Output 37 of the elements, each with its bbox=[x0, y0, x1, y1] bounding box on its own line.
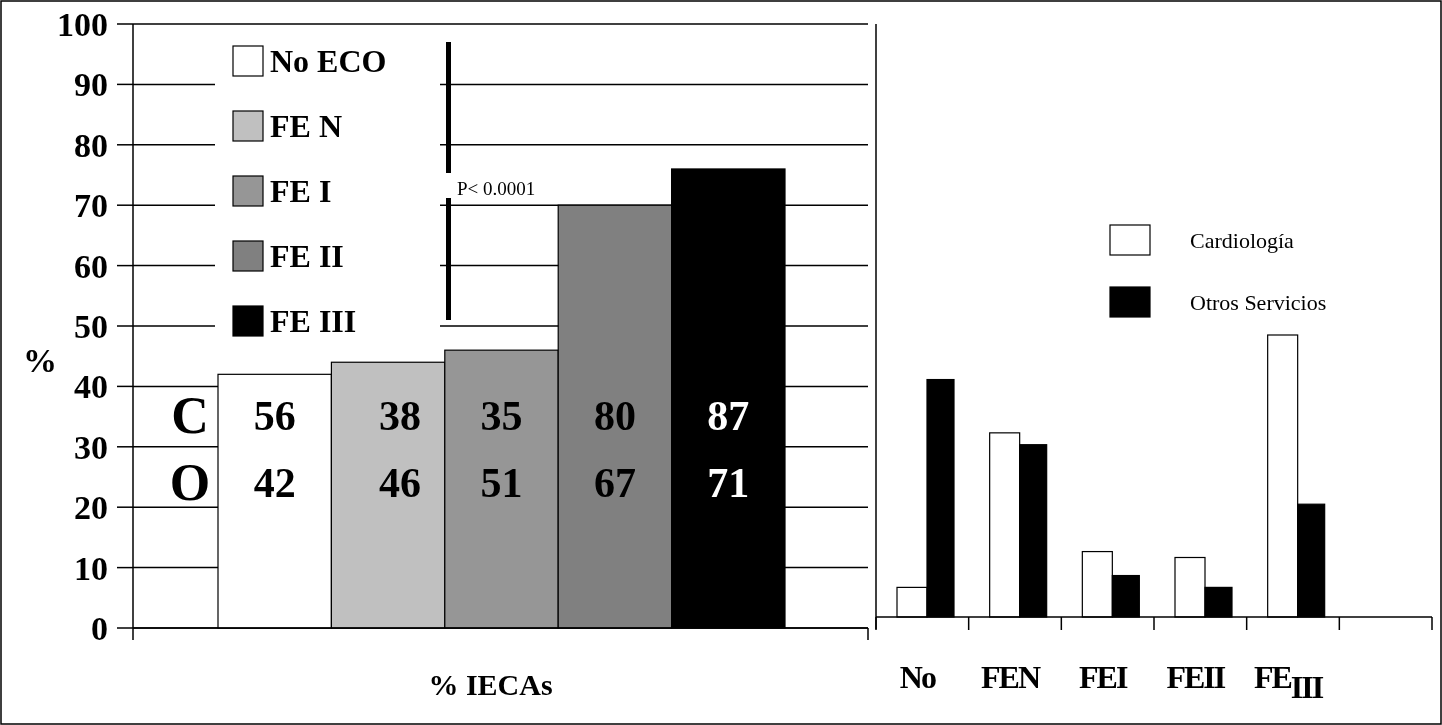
legend-label: FE I bbox=[270, 173, 332, 210]
y-tick-label: 10 bbox=[74, 549, 108, 587]
legend-label: Cardiología bbox=[1190, 227, 1295, 253]
x-tick-label: FEN bbox=[981, 659, 1041, 695]
legend-label: FE N bbox=[270, 108, 342, 145]
y-tick-label: 60 bbox=[74, 247, 108, 285]
annotation: P< 0.0001 bbox=[457, 177, 536, 199]
y-tick-label: 40 bbox=[74, 368, 108, 406]
annotation: 35 bbox=[480, 392, 523, 439]
annotation: 71 bbox=[707, 459, 750, 506]
y-tick-label: 100 bbox=[57, 5, 108, 43]
y-axis-title: % bbox=[23, 342, 57, 379]
y-tick-label: 70 bbox=[74, 187, 108, 225]
annotation: 87 bbox=[707, 392, 750, 439]
y-tick-label: 20 bbox=[74, 489, 108, 527]
annotation: 67 bbox=[593, 459, 636, 506]
annotation: 51 bbox=[480, 459, 523, 506]
annotation: O bbox=[169, 454, 211, 512]
annotation: C bbox=[171, 387, 209, 445]
x-tick-label: No bbox=[899, 659, 936, 695]
annotation: 38 bbox=[379, 392, 422, 439]
legend-label: No ECO bbox=[270, 43, 387, 80]
x-tick-label: FEII bbox=[1166, 659, 1226, 695]
annotation: 46 bbox=[379, 459, 422, 506]
y-tick-label: 30 bbox=[74, 428, 108, 466]
annotation: 56 bbox=[253, 392, 296, 439]
legend-label: FE III bbox=[270, 303, 357, 340]
y-tick-label: 90 bbox=[74, 66, 108, 104]
legend-label: Otros Servicios bbox=[1190, 289, 1327, 315]
annotation: 80 bbox=[593, 392, 636, 439]
y-tick-label: 0 bbox=[91, 609, 108, 647]
x-axis-title: % IECAs bbox=[428, 668, 553, 701]
y-tick-label: 50 bbox=[74, 307, 108, 345]
annotation: 42 bbox=[253, 459, 296, 506]
y-tick-label: 80 bbox=[74, 126, 108, 164]
legend-label: FE II bbox=[270, 238, 344, 275]
x-tick-label: FEI bbox=[1078, 659, 1128, 695]
